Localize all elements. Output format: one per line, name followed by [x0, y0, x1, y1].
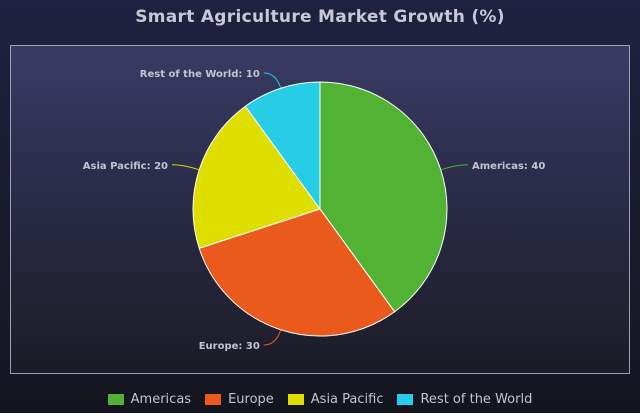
legend-swatch-rest-of-world: [397, 393, 414, 405]
connector-americas: [440, 164, 469, 171]
legend-label-americas: Americas: [130, 391, 192, 407]
legend-swatch-europe: [205, 393, 222, 405]
legend-label-asia-pacific: Asia Pacific: [310, 391, 384, 407]
legend-label-rest-of-world: Rest of the World: [420, 391, 533, 407]
chart-title: Smart Agriculture Market Growth (%): [135, 7, 505, 27]
legend-label-europe: Europe: [228, 391, 274, 407]
legend-swatch-asia-pacific: [287, 393, 304, 405]
data-label-asia-pacific: Asia Pacific: 20: [83, 161, 168, 172]
legend: Americas Europe Asia Pacific Rest of the…: [0, 390, 640, 408]
legend-swatch-americas: [107, 393, 124, 405]
data-label-rest-of-the-world: Rest of the World: 10: [140, 69, 260, 80]
legend-item-rest-of-world[interactable]: Rest of the World: [397, 392, 532, 407]
connector-asia-pacific: [171, 164, 200, 171]
legend-item-americas[interactable]: Americas: [107, 391, 192, 407]
pie-slice-asia-pacific[interactable]: [192, 105, 321, 249]
connector-europe: [263, 329, 282, 346]
data-label-europe: Europe: 30: [199, 341, 260, 352]
legend-item-asia-pacific[interactable]: Asia Pacific: [287, 391, 384, 407]
pie-slice-rest-of-the-world[interactable]: [244, 81, 321, 211]
legend-item-europe[interactable]: Europe: [205, 392, 274, 407]
connector-rest-of-the-world: [263, 72, 282, 89]
data-label-americas: Americas: 40: [472, 161, 545, 172]
